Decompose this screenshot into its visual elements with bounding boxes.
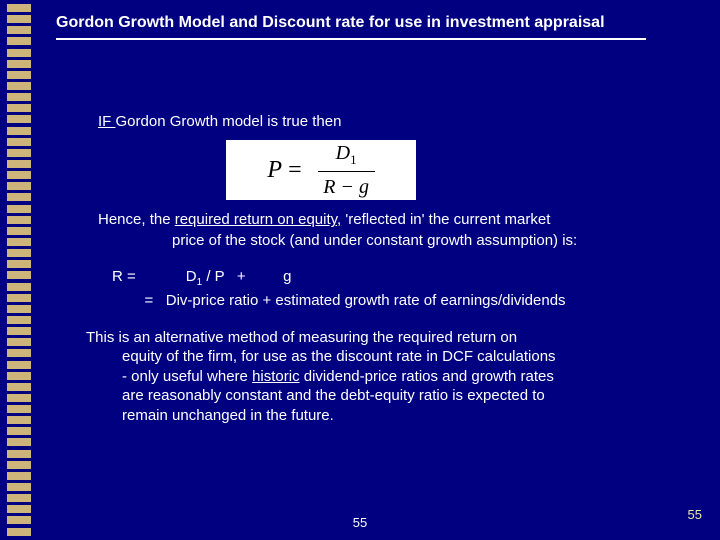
page-number-center: 55 <box>353 515 367 530</box>
page-number-right: 55 <box>688 507 702 522</box>
slide-body: IF Gordon Growth model is true then P = … <box>56 112 696 425</box>
formula-fraction: D1 R − g <box>318 140 375 201</box>
decorative-left-strip <box>0 0 38 540</box>
formula-denominator: R − g <box>323 172 369 201</box>
slide-title: Gordon Growth Model and Discount rate fo… <box>56 14 696 32</box>
hence-paragraph: Hence, the required return on equity, 'r… <box>98 210 686 251</box>
formula-box: P = D1 R − g <box>226 140 416 200</box>
formula-numerator: D1 <box>318 140 375 172</box>
title-underline <box>56 38 646 40</box>
equation-line-1: R = D1 / P + g <box>112 267 696 290</box>
formula-lhs: P <box>267 154 282 186</box>
premise-line: IF Gordon Growth model is true then <box>98 112 696 132</box>
conclusion-paragraph: This is an alternative method of measuri… <box>86 328 676 426</box>
premise-rest: Gordon Growth model is true then <box>116 113 342 130</box>
if-text: IF <box>98 113 116 130</box>
equation-line-2: = Div-price ratio + estimated growth rat… <box>132 291 696 311</box>
slide-content: Gordon Growth Model and Discount rate fo… <box>56 14 696 425</box>
formula-eq: = <box>288 154 302 186</box>
